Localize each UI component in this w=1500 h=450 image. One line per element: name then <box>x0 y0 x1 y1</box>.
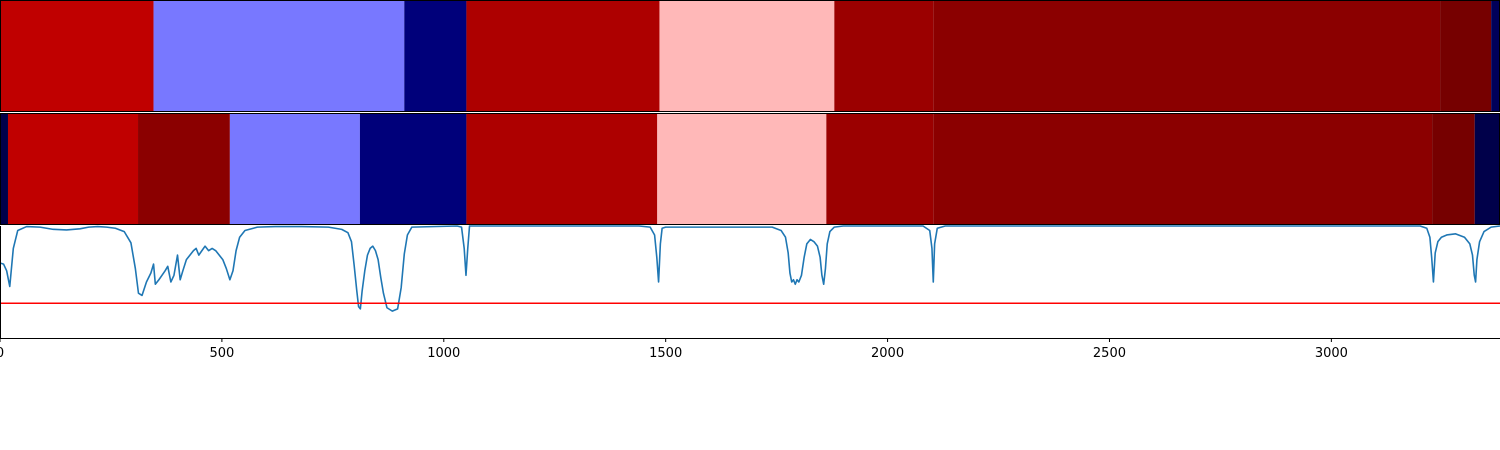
heatmap-1-segment <box>466 0 660 112</box>
x-tick-label: 1000 <box>427 346 460 361</box>
heatmap-1-segment <box>659 0 835 112</box>
x-tick-label: 3000 <box>1315 346 1348 361</box>
x-tick-label: 500 <box>209 346 234 361</box>
heatmap-1-segment <box>933 0 1441 112</box>
heatmap-1-segment <box>0 0 154 112</box>
heatmap-1-segment <box>404 0 467 112</box>
heatmap-2-segment <box>1432 113 1475 225</box>
heatmap-row-2 <box>0 113 1500 225</box>
x-tick-label: 1500 <box>649 346 682 361</box>
line-panel: 0 500 1000 1500 2000 2500 3000 <box>0 225 1500 361</box>
heatmap-2-segment <box>359 113 467 225</box>
heatmap-2-segment <box>229 113 360 225</box>
heatmap-1-segment <box>153 0 405 112</box>
heatmap-2-segment <box>933 113 1433 225</box>
heatmap-row-1 <box>0 0 1500 112</box>
heatmap-1-segment <box>1440 0 1492 112</box>
heatmap-2-segment <box>1474 113 1500 225</box>
heatmap-2-segment <box>826 113 934 225</box>
x-tick-label: 2500 <box>1093 346 1126 361</box>
x-tick-label: 2000 <box>871 346 904 361</box>
x-tick-label: 0 <box>0 346 4 361</box>
line-panel-background <box>0 226 1500 338</box>
heatmap-2-segment <box>7 113 139 225</box>
heatmap-2-segment <box>138 113 230 225</box>
heatmap-1-segment <box>1491 0 1500 112</box>
heatmap-2-segment <box>0 113 8 225</box>
series-line <box>0 225 1500 312</box>
heatmap-2-segment <box>466 113 658 225</box>
heatmap-1-segment <box>834 0 934 112</box>
heatmap-2-segment <box>657 113 827 225</box>
